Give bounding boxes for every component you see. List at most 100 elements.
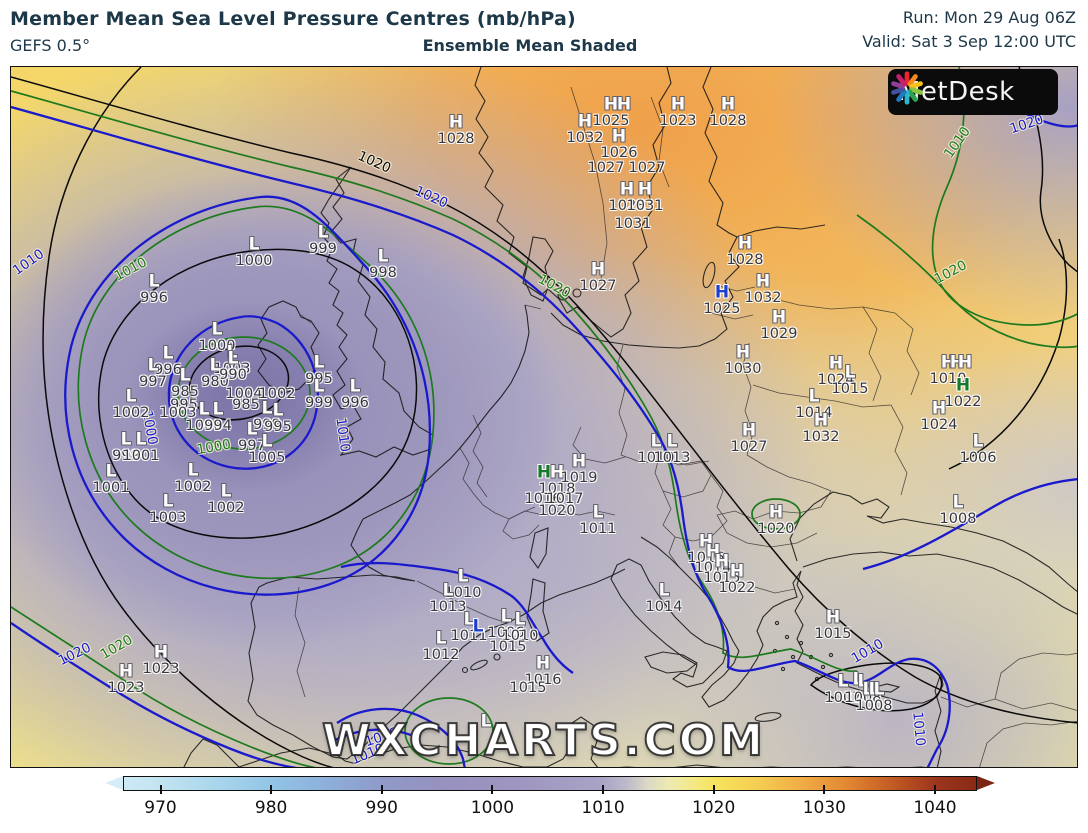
pressure-centre-value: 1002: [112, 404, 150, 421]
pressure-centre-value: 1011: [579, 520, 617, 537]
pressure-centre-letter: L: [442, 580, 454, 601]
pressure-centre-letter: L: [135, 429, 147, 450]
pressure-centre-value: 1008: [844, 689, 882, 706]
pressure-centre-letter: H: [577, 111, 593, 132]
pressure-centre-letter: L: [147, 355, 159, 376]
pressure-centre-value: 1025: [592, 112, 630, 129]
pressure-centre-value: 1016: [524, 671, 562, 688]
pressure-centre-letter: H: [825, 607, 841, 628]
pressure-centre-value: 985: [232, 396, 260, 413]
pressure-centre-letter: L: [313, 352, 325, 373]
pressure-centre-letter: H: [448, 112, 464, 133]
pressure-centre-value: 1016: [687, 549, 725, 566]
pressure-centre-value: 1002: [207, 499, 245, 516]
colorbar-tick-label: 1000: [470, 798, 515, 818]
pressure-centre-letter: L: [873, 679, 885, 700]
pressure-centre-letter: L: [105, 461, 117, 482]
pressure-centre-value: 1023: [142, 660, 180, 677]
pressure-centre-letter: H: [616, 94, 632, 115]
pressure-centre-letter: H: [611, 126, 627, 147]
pressure-centre-value: 1027: [730, 438, 768, 455]
pressure-centre-value: 1010: [501, 627, 539, 644]
pressure-centre-value: 1028: [437, 130, 475, 147]
pressure-centre-value: 1001: [92, 479, 130, 496]
pressure-centre-value: 1015: [831, 380, 869, 397]
pressure-centre-value: 1010: [929, 370, 967, 387]
pressure-centre-value: 995: [305, 370, 333, 387]
pressure-centre-value: 1013: [653, 449, 691, 466]
pressure-centre-value: 1028: [726, 251, 764, 268]
pressure-centre-value: 998: [369, 264, 397, 281]
pressure-centre-letter: L: [148, 271, 160, 292]
pressure-map: 1020 1020 1020 1010 1010 1000 1010 1000 1020 1020…: [10, 66, 1078, 768]
pressure-centre-value: 1027: [579, 277, 617, 294]
pressure-centre-value: 1015: [814, 625, 852, 642]
shading-subtitle: Ensemble Mean Shaded: [422, 36, 638, 55]
pressure-centre-letter: H: [741, 420, 757, 441]
pressure-centre-value: 1006: [959, 449, 997, 466]
pressure-centre-letter: L: [179, 365, 191, 386]
pressure-centre-value: 1024: [920, 416, 958, 433]
pressure-centre-value: 1028: [608, 197, 646, 214]
pressure-centre-value: 1030: [724, 360, 762, 377]
pressure-centre-value: 1000: [198, 337, 236, 354]
pressure-centre-value: 1020: [538, 502, 576, 519]
header: Member Mean Sea Level Pressure Centres (…: [0, 0, 1088, 66]
pressure-centre-letter: H: [536, 462, 552, 483]
pressure-centre-value: 996: [154, 361, 182, 378]
pressure-centre-value: 1011: [450, 627, 488, 644]
colorbar-tick-mark: [823, 785, 826, 794]
isobars-green: [11, 67, 1077, 767]
pressure-centre-value: 1032: [802, 428, 840, 445]
pressure-centre-value: 994: [204, 417, 232, 434]
pressure-centre-letter: L: [868, 679, 880, 700]
pressure-centre-value: 1014: [694, 559, 732, 576]
pressure-centre-letter: L: [125, 386, 137, 407]
pressure-centre-value: 1031: [626, 197, 664, 214]
pressure-centre-letter: H: [153, 642, 169, 663]
pressure-centre-value: 1022: [944, 393, 982, 410]
colorbar-tick-label: 1040: [913, 798, 957, 818]
pressure-centre-value: 1031: [614, 215, 652, 232]
pressure-centre-value: 1002: [258, 385, 296, 402]
pressure-centre-letter: L: [261, 398, 273, 419]
pressure-centre-letter: H: [931, 398, 947, 419]
pressure-centre-letter: L: [808, 386, 820, 407]
pressure-centre-letter: L: [198, 399, 210, 420]
pressure-centre-value: 1020: [757, 520, 795, 537]
pressure-centre-value: 1007: [824, 689, 862, 706]
colorbar-tick-mark: [933, 785, 936, 794]
pressure-centre-value: 1017: [546, 490, 584, 507]
metdesk-pinwheel-icon: [891, 71, 923, 105]
pressure-centre-letter: L: [862, 679, 874, 700]
pressure-centre-letter: H: [670, 94, 686, 115]
pressure-centre-value: 1028: [709, 112, 747, 129]
pressure-centre-letter: L: [463, 609, 475, 630]
pressure-centre-value: 997: [238, 437, 266, 454]
pressure-centre-letter: L: [658, 580, 670, 601]
pressure-centre-value: 999: [305, 394, 333, 411]
pressure-centre-letter: L: [313, 376, 325, 397]
pressure-colorbar: 970 980 990 1000 1010 1020 1030 1040: [105, 776, 995, 818]
pressure-centre-letter: H: [755, 271, 771, 292]
pressure-centre-value: 1015: [509, 679, 547, 696]
pressure-centre-letter: H: [813, 410, 829, 431]
pressure-centre-letter: H: [619, 179, 635, 200]
pressure-centre-letter: H: [571, 451, 587, 472]
pressure-centre-value: 1008: [855, 697, 893, 714]
pressure-centre-value: 1015: [703, 569, 741, 586]
model-label: GEFS 0.5°: [10, 36, 91, 55]
pressure-centre-value: 996: [140, 289, 168, 306]
pressure-centre-letter: L: [952, 492, 964, 513]
pressure-centre-value: 1000: [235, 252, 273, 269]
pressure-centre-value: 1008: [939, 510, 977, 527]
pressure-centre-value: 997: [139, 373, 167, 390]
colorbar-tick-label: 990: [365, 798, 398, 818]
pressure-centre-value: 995: [170, 396, 198, 413]
pressure-centre-value: 1010: [444, 584, 482, 601]
pressure-centre-letter: H: [603, 94, 619, 115]
pressure-centre-letter: L: [248, 234, 260, 255]
pressure-centre-letter: L: [272, 400, 284, 421]
pressure-centre-letter: H: [940, 352, 956, 373]
pressure-centre-letter: L: [837, 671, 849, 692]
